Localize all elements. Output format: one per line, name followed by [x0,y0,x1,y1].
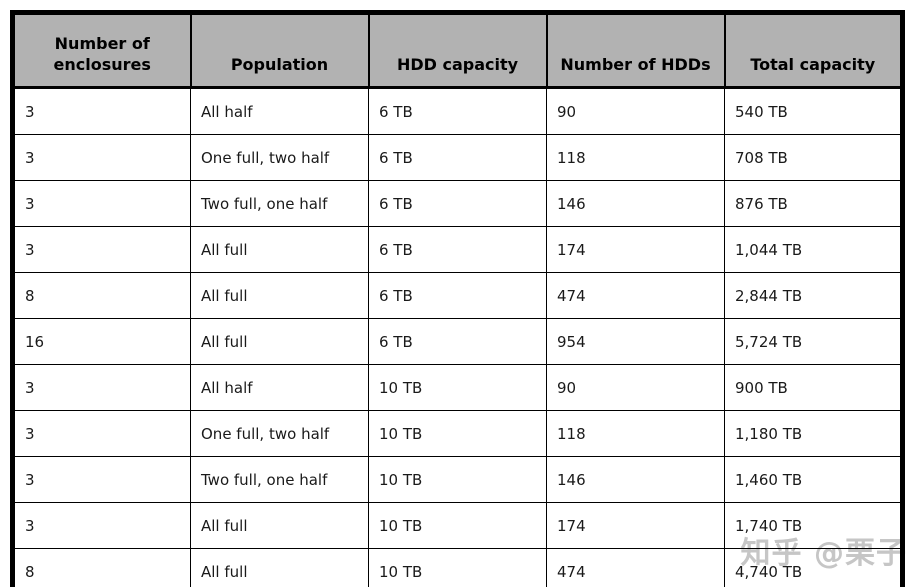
header-number-of-hdds: Number of HDDs [545,12,726,89]
table-cell: 146 [546,456,725,503]
table-cell: All half [190,364,369,411]
table-cell: 954 [546,318,725,365]
table-cell: 118 [546,410,725,457]
header-number-of-enclosures: Number of enclosures [11,12,192,89]
table-cell: 3 [12,502,191,549]
table-cell: 5,724 TB [724,318,903,365]
table-cell: 3 [12,364,191,411]
table-cell: 900 TB [724,364,903,411]
table-row: 8 All full 6 TB 474 2,844 TB [12,272,903,319]
table-row: 3 All full 6 TB 174 1,044 TB [12,226,903,273]
table-cell: 876 TB [724,180,903,227]
table-cell: 10 TB [368,456,547,503]
table-cell: 708 TB [724,134,903,181]
capacity-table: Number of enclosures Population HDD capa… [10,10,905,587]
table-cell: All full [190,226,369,273]
table-cell: 540 TB [724,87,903,135]
table-cell: 3 [12,134,191,181]
table-cell: All full [190,548,369,587]
table-row: 3 All full 10 TB 174 1,740 TB [12,502,903,549]
table-cell: 6 TB [368,318,547,365]
table-row: 3 Two full, one half 10 TB 146 1,460 TB [12,456,903,503]
table-cell: 16 [12,318,191,365]
table-row: 3 Two full, one half 6 TB 146 876 TB [12,180,903,227]
table-cell: 1,044 TB [724,226,903,273]
table-row: 3 All half 10 TB 90 900 TB [12,364,903,411]
table-cell: 118 [546,134,725,181]
header-hdd-capacity: HDD capacity [367,12,548,89]
table-cell: 6 TB [368,87,547,135]
table-cell: 4,740 TB [724,548,903,587]
header-population: Population [189,12,370,89]
table-body: 3 All half 6 TB 90 540 TB 3 One full, two half… [12,87,903,587]
table-cell: 3 [12,456,191,503]
table-cell: 3 [12,180,191,227]
table-cell: 1,740 TB [724,502,903,549]
table-cell: 6 TB [368,272,547,319]
table-row: 16 All full 6 TB 954 5,724 TB [12,318,903,365]
table-row: 8 All full 10 TB 474 4,740 TB [12,548,903,587]
table-cell: All half [190,87,369,135]
table-cell: 6 TB [368,134,547,181]
table-cell: 10 TB [368,548,547,587]
header-row: Number of enclosures Population HDD capa… [11,12,904,89]
table-cell: All full [190,272,369,319]
table-cell: 8 [12,548,191,587]
table-cell: 10 TB [368,410,547,457]
table-cell: 90 [546,364,725,411]
table-cell: 3 [12,226,191,273]
table-cell: 3 [12,87,191,135]
table-cell: 474 [546,272,725,319]
table-cell: 1,180 TB [724,410,903,457]
table-cell: 6 TB [368,180,547,227]
table-cell: 146 [546,180,725,227]
table-row: 3 All half 6 TB 90 540 TB [12,87,903,135]
table-cell: Two full, one half [190,180,369,227]
table-cell: 90 [546,87,725,135]
table-cell: 174 [546,502,725,549]
table-cell: All full [190,502,369,549]
header-total-capacity: Total capacity [723,12,904,89]
table-cell: Two full, one half [190,456,369,503]
table-cell: One full, two half [190,410,369,457]
table-cell: All full [190,318,369,365]
table-row: 3 One full, two half 6 TB 118 708 TB [12,134,903,181]
table-cell: 10 TB [368,364,547,411]
table-cell: 1,460 TB [724,456,903,503]
table-row: 3 One full, two half 10 TB 118 1,180 TB [12,410,903,457]
table-cell: 3 [12,410,191,457]
table-cell: 2,844 TB [724,272,903,319]
table-cell: 10 TB [368,502,547,549]
table-cell: 6 TB [368,226,547,273]
table-cell: 174 [546,226,725,273]
table-cell: 474 [546,548,725,587]
table-cell: 8 [12,272,191,319]
table-cell: One full, two half [190,134,369,181]
table-header: Number of enclosures Population HDD capa… [11,12,904,89]
